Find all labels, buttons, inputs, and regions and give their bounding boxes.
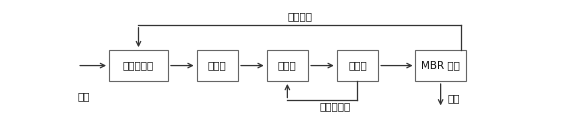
Text: MBR 膜池: MBR 膜池 (421, 61, 460, 71)
Text: 硝化液回流: 硝化液回流 (320, 101, 351, 112)
Text: 厘氧池: 厘氧池 (208, 61, 227, 71)
FancyBboxPatch shape (267, 50, 308, 81)
FancyBboxPatch shape (197, 50, 238, 81)
Text: 出水: 出水 (447, 93, 460, 103)
Text: 污泥回流: 污泥回流 (288, 11, 312, 21)
Text: 进水: 进水 (77, 91, 90, 101)
FancyBboxPatch shape (337, 50, 378, 81)
FancyBboxPatch shape (415, 50, 466, 81)
FancyBboxPatch shape (109, 50, 168, 81)
Text: 预反硝化池: 预反硝化池 (123, 61, 154, 71)
Text: 好氧池: 好氧池 (348, 61, 367, 71)
Text: 缺氧池: 缺氧池 (278, 61, 297, 71)
